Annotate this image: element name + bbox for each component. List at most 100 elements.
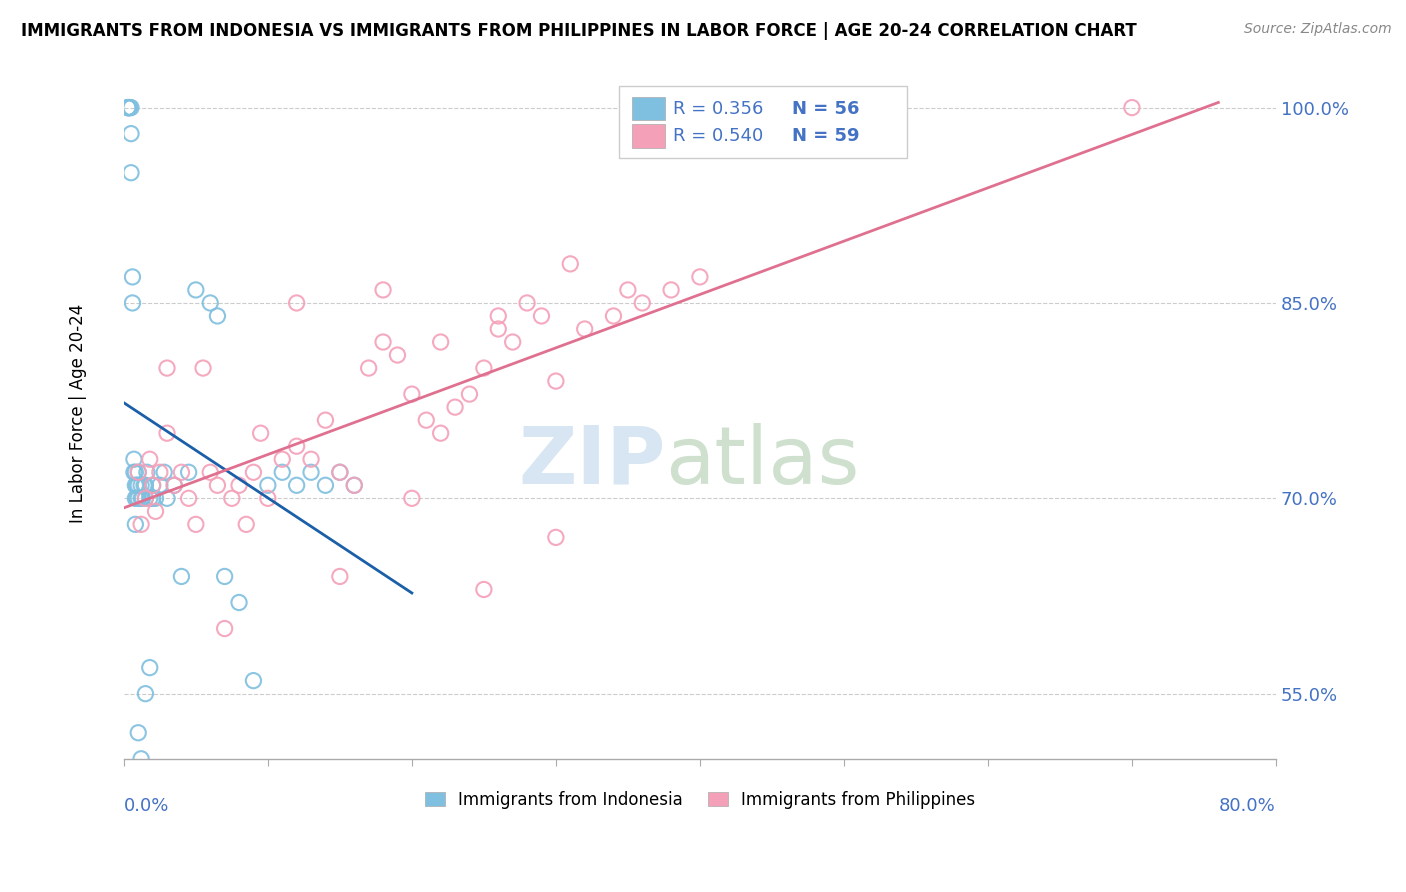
Point [314,478,336,492]
Point [249,426,271,441]
Point [129,478,152,492]
Text: ZIP: ZIP [517,423,665,501]
Point [214,569,236,583]
Point [142,478,165,492]
Text: N = 59: N = 59 [792,128,859,145]
Point [129,517,152,532]
Point [177,465,200,479]
Point [117,101,139,115]
Point [228,478,250,492]
Point [170,465,193,479]
Point [121,269,143,284]
Point [117,101,139,115]
Point [242,673,264,688]
Point [156,361,179,376]
Point [486,309,509,323]
Point [135,465,157,479]
Point [127,478,149,492]
Point [120,127,142,141]
Point [429,334,451,349]
Point [329,465,352,479]
Point [617,283,640,297]
Point [207,309,229,323]
Point [153,465,176,479]
Point [170,569,193,583]
Point [163,478,186,492]
Point [122,452,145,467]
Point [1121,101,1143,115]
Point [401,491,423,506]
Point [117,101,139,115]
Text: 0.0%: 0.0% [124,797,169,814]
Point [125,478,148,492]
Point [299,452,322,467]
Point [124,478,146,492]
Point [689,269,711,284]
Text: R = 0.540: R = 0.540 [673,128,763,145]
Point [429,426,451,441]
Point [139,660,162,674]
Text: In Labor Force | Age 20-24: In Labor Force | Age 20-24 [69,304,87,524]
Text: 80.0%: 80.0% [1219,797,1277,814]
Point [124,465,146,479]
Point [314,413,336,427]
Point [343,478,366,492]
Point [120,101,142,115]
Point [544,374,567,388]
Point [129,491,152,506]
Point [544,530,567,544]
Point [120,166,142,180]
Point [163,478,186,492]
Text: R = 0.356: R = 0.356 [673,100,763,118]
Point [415,413,437,427]
Point [134,478,156,492]
Point [659,283,682,297]
Point [184,283,207,297]
Point [444,400,467,414]
Point [329,569,352,583]
Point [139,452,162,467]
Point [271,452,294,467]
Legend: Immigrants from Indonesia, Immigrants from Philippines: Immigrants from Indonesia, Immigrants fr… [425,791,976,809]
Point [285,296,308,310]
Point [145,504,167,518]
Point [134,491,156,506]
Point [256,491,278,506]
Point [139,491,162,506]
Point [121,296,143,310]
Point [131,491,153,506]
Point [124,491,146,506]
Point [149,465,172,479]
Point [271,465,294,479]
Point [207,478,229,492]
Point [127,491,149,506]
Point [184,517,207,532]
Point [132,478,155,492]
Point [371,334,394,349]
Point [221,491,243,506]
Point [177,491,200,506]
Point [214,622,236,636]
Point [486,322,509,336]
Point [228,595,250,609]
Text: Source: ZipAtlas.com: Source: ZipAtlas.com [1244,22,1392,37]
Point [574,322,596,336]
Point [530,309,553,323]
Point [117,101,139,115]
FancyBboxPatch shape [619,86,907,158]
Point [156,426,179,441]
Point [387,348,409,362]
Point [371,283,394,297]
Point [256,478,278,492]
Point [122,465,145,479]
Point [156,491,179,506]
Point [149,478,172,492]
Point [329,465,352,479]
Point [285,478,308,492]
Text: N = 56: N = 56 [792,100,859,118]
Point [235,517,257,532]
Point [631,296,654,310]
Point [191,361,214,376]
Point [142,491,165,506]
Point [401,387,423,401]
